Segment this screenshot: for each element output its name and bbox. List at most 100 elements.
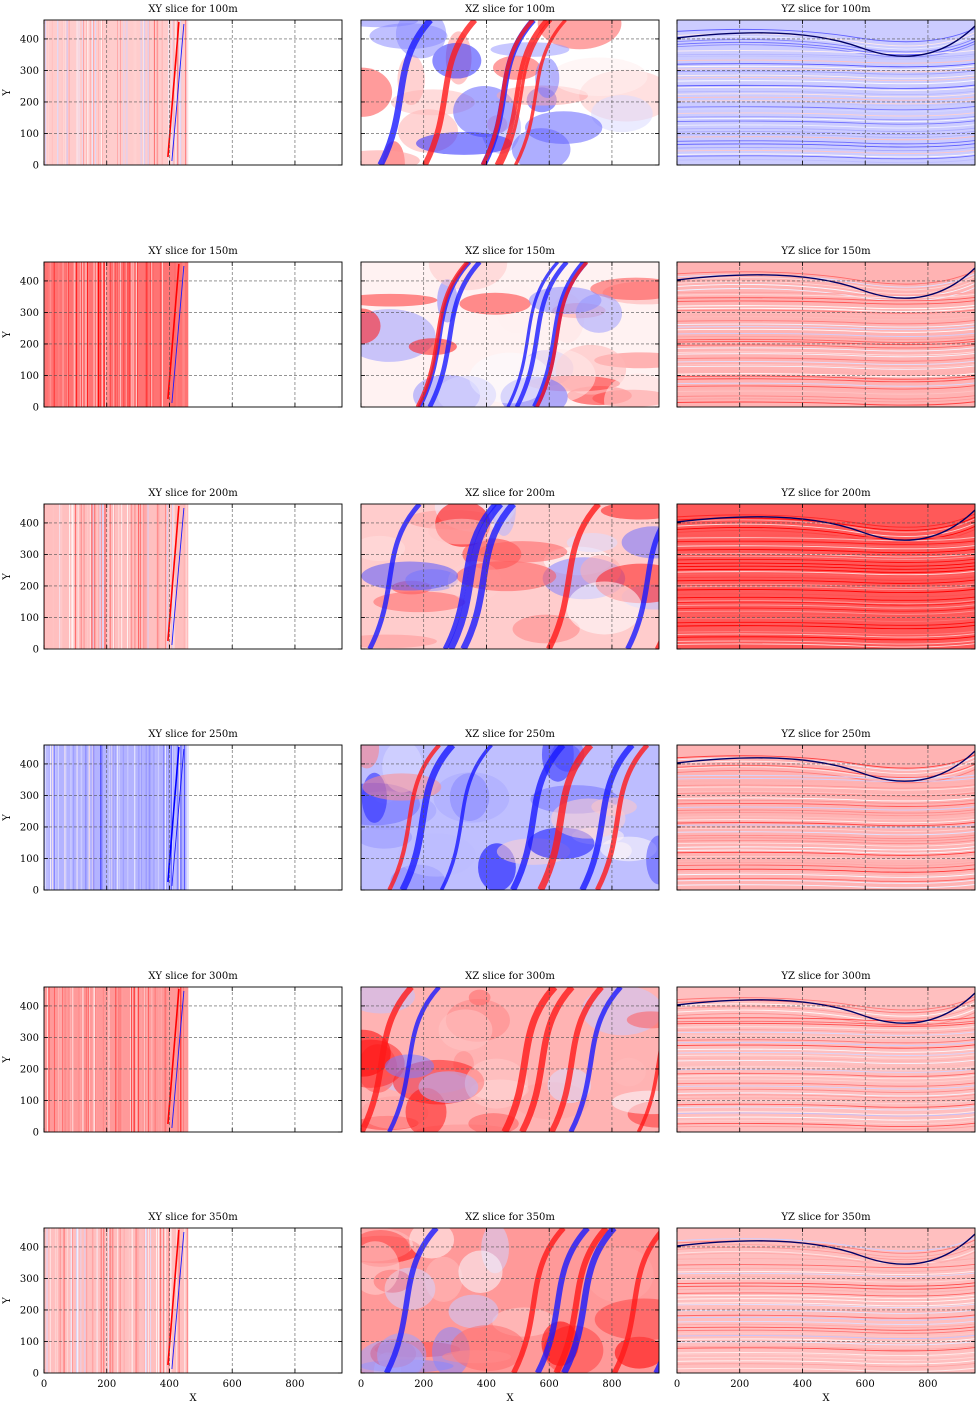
slice-fill xyxy=(44,1228,189,1373)
amplitude-blob xyxy=(408,338,457,355)
amplitude-blob xyxy=(373,591,466,613)
horizon-band xyxy=(384,1228,439,1373)
horizon-band xyxy=(511,1228,566,1373)
reflector-line xyxy=(677,316,975,321)
reflector-line xyxy=(677,868,975,873)
fault-trace xyxy=(167,746,180,883)
panel-yz-r3-c2: YZ slice for 250m xyxy=(676,729,976,891)
y-tick-label: 400 xyxy=(20,1242,39,1253)
amplitude-blob xyxy=(409,1228,455,1259)
reflector-line xyxy=(677,585,975,590)
reflector-line xyxy=(677,149,975,155)
reflector-line xyxy=(677,855,975,860)
horizon-band xyxy=(377,20,433,165)
reflector-line xyxy=(677,607,975,612)
horizon-band xyxy=(447,504,504,649)
reflector-line xyxy=(677,799,975,804)
horizon-band xyxy=(415,262,470,407)
panel-xz-r3-c1: XZ slice for 250m xyxy=(360,729,660,891)
reflector-line xyxy=(677,1285,975,1290)
reflector-line xyxy=(677,1097,975,1102)
heatmap-image xyxy=(677,504,975,649)
reflector-line xyxy=(677,1116,975,1121)
reflector-line xyxy=(677,401,975,406)
reflector-line xyxy=(677,146,975,152)
amplitude-blob xyxy=(361,293,438,307)
amplitude-blob xyxy=(611,1057,646,1087)
reflector-line xyxy=(677,1051,975,1056)
amplitude-blob xyxy=(361,745,380,769)
reflector-line xyxy=(677,1008,975,1023)
y-axis-label: Y xyxy=(2,814,13,822)
reflector-line xyxy=(677,570,975,576)
x-tick-label: 0 xyxy=(358,1379,364,1390)
amplitude-blob xyxy=(524,111,603,144)
x-tick-label: 800 xyxy=(285,1379,304,1390)
horizon-band xyxy=(387,987,441,1132)
slice-fill xyxy=(44,20,189,165)
reflector-line xyxy=(677,1059,975,1064)
reflector-line xyxy=(677,1353,975,1358)
reflector-line xyxy=(677,802,975,807)
reflector-line xyxy=(677,792,975,797)
reflector-line xyxy=(677,357,975,362)
panel-frame xyxy=(360,744,660,891)
horizon-band xyxy=(480,20,535,165)
reflector-line xyxy=(677,55,975,60)
panel-xz-r4-c1: XZ slice for 300m xyxy=(360,971,660,1133)
reflector-line xyxy=(677,604,975,609)
reflector-line xyxy=(677,143,975,148)
amplitude-blob xyxy=(438,1009,493,1051)
reflector-line xyxy=(677,1320,975,1325)
reflector-line xyxy=(677,1237,975,1252)
x-tick-label: 200 xyxy=(97,1379,116,1390)
amplitude-blob xyxy=(449,773,490,821)
x-tick-label: 200 xyxy=(414,1379,433,1390)
reflector-line xyxy=(677,864,975,869)
fault-trace xyxy=(167,21,180,158)
reflector-line xyxy=(677,797,975,802)
reflector-line xyxy=(677,562,975,567)
amplitude-blob xyxy=(361,634,437,648)
top-horizon xyxy=(677,750,975,782)
reflector-line xyxy=(677,1292,975,1297)
panel-frame xyxy=(43,986,343,1133)
reflector-line xyxy=(677,1029,975,1034)
reflector-line xyxy=(677,130,975,136)
reflector-line xyxy=(677,79,975,85)
reflector-line xyxy=(677,27,975,43)
y-tick-label: 400 xyxy=(20,1001,39,1012)
panel-xz-r0-c1: XZ slice for 100m xyxy=(360,4,660,166)
reflector-line xyxy=(677,555,975,560)
x-axis-label: X xyxy=(506,1393,514,1404)
amplitude-blob xyxy=(361,1241,400,1295)
reflector-line xyxy=(677,335,975,340)
reflector-line xyxy=(677,1288,975,1293)
reflector-line xyxy=(677,1243,975,1258)
horizon-band xyxy=(625,526,659,649)
amplitude-blob xyxy=(600,504,659,520)
reflector-line xyxy=(677,1308,975,1313)
reflector-line xyxy=(677,1034,975,1040)
reflector-line xyxy=(677,304,975,310)
y-tick-label: 300 xyxy=(20,1274,39,1285)
amplitude-blob xyxy=(459,292,531,315)
reflector-line xyxy=(677,1329,975,1334)
reflector-line xyxy=(677,1303,975,1309)
y-tick-label: 200 xyxy=(20,1305,39,1316)
panel-title: YZ slice for 250m xyxy=(780,729,871,740)
amplitude-blob xyxy=(361,561,459,591)
amplitude-blob xyxy=(437,375,497,407)
reflector-line xyxy=(677,1302,975,1307)
reflector-line xyxy=(677,124,975,129)
reflector-line xyxy=(677,819,975,824)
reflector-line xyxy=(677,849,975,854)
horizon-band xyxy=(595,745,650,890)
reflector-line xyxy=(677,553,975,558)
panel-title: XZ slice for 250m xyxy=(465,729,555,740)
amplitude-blob xyxy=(361,825,413,849)
fault-trace xyxy=(171,1231,185,1370)
horizon-band xyxy=(561,1228,617,1373)
reflector-line xyxy=(677,861,975,866)
reflector-line xyxy=(677,1260,975,1265)
